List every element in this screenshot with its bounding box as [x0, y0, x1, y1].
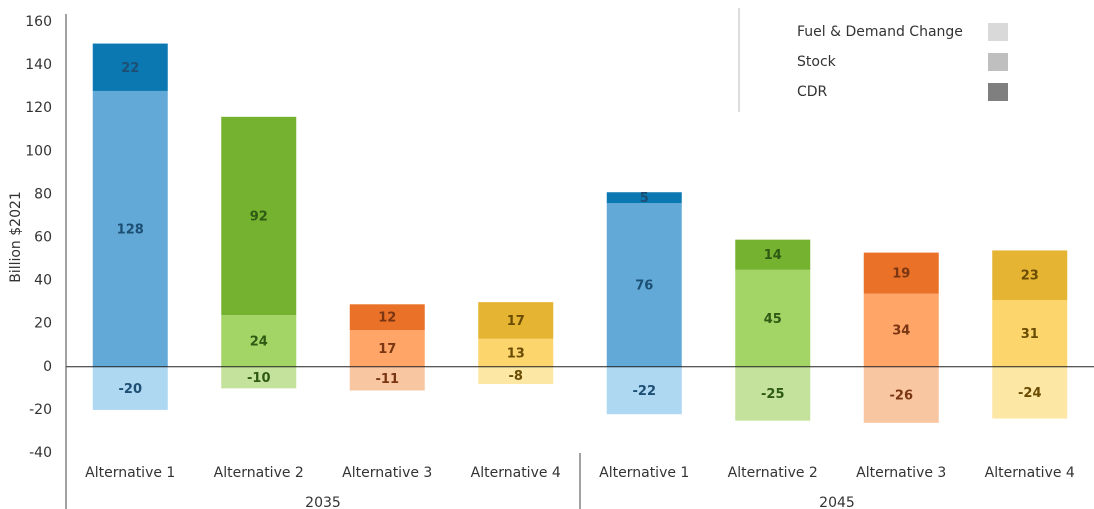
data-label: 23 [1021, 269, 1039, 284]
bar-segment [735, 269, 811, 367]
y-tick-label: -20 [29, 402, 52, 418]
bar-segment [221, 116, 297, 316]
bar-segment [221, 315, 297, 367]
bar-segment [863, 366, 939, 423]
bar-segment [992, 250, 1068, 300]
y-tick-label: 100 [25, 143, 52, 159]
data-label: 45 [764, 312, 782, 327]
x-tick-label: Alternative 1 [85, 465, 175, 481]
bar-segment [349, 330, 425, 367]
data-label: 12 [378, 311, 396, 326]
y-tick-label: 140 [25, 57, 52, 73]
group-label: 2035 [305, 495, 341, 509]
data-label: 19 [892, 267, 910, 282]
data-label: -25 [761, 387, 785, 402]
data-label: -8 [509, 369, 523, 384]
legend-swatch [988, 23, 1008, 41]
bar-segment [606, 203, 682, 367]
data-label: 128 [117, 222, 144, 237]
bar-segment [349, 304, 425, 331]
y-tick-label: 160 [25, 14, 52, 30]
bar-segment [863, 252, 939, 294]
group-label: 2045 [819, 495, 855, 509]
data-label: 17 [378, 342, 396, 357]
legend-swatch [988, 83, 1008, 101]
bar-segment [478, 302, 554, 339]
y-tick-label: 40 [34, 273, 52, 289]
bar-segment [92, 366, 168, 410]
y-tick-label: -40 [29, 445, 52, 461]
bar-segment [735, 239, 811, 270]
bar-segment [606, 192, 682, 204]
data-label: -24 [1018, 386, 1042, 401]
data-label: -22 [633, 384, 657, 399]
data-label: 31 [1021, 327, 1039, 342]
legend-label: Fuel & Demand Change [797, 24, 963, 40]
legend-swatch [988, 53, 1008, 71]
bar-segment [992, 299, 1068, 367]
bar-segment [863, 293, 939, 367]
bar-segment [992, 366, 1068, 419]
data-label: -20 [119, 382, 143, 397]
bar-segment [478, 366, 554, 385]
bar-segment [478, 338, 554, 367]
x-tick-label: Alternative 1 [599, 465, 689, 481]
x-tick-label: Alternative 2 [728, 465, 818, 481]
y-tick-label: 120 [25, 100, 52, 116]
bar-segment [92, 90, 168, 367]
y-tick-label: 0 [43, 359, 52, 375]
data-label: 14 [764, 248, 782, 263]
data-label: 92 [250, 209, 268, 224]
data-label: 5 [640, 191, 649, 206]
x-tick-label: Alternative 3 [342, 465, 432, 481]
y-axis-label: Billion $2021 [8, 191, 24, 283]
data-label: -11 [376, 372, 400, 387]
bar-segment [92, 43, 168, 91]
data-label: 34 [892, 324, 910, 339]
bar-segment [349, 366, 425, 391]
y-tick-label: 60 [34, 230, 52, 246]
y-tick-label: 20 [34, 316, 52, 332]
x-tick-label: Alternative 3 [856, 465, 946, 481]
bar-segment [606, 366, 682, 415]
legend-label: Stock [797, 54, 837, 70]
data-label: -26 [890, 388, 914, 403]
data-label: -10 [247, 371, 271, 386]
bar-segment [735, 366, 811, 421]
data-label: 13 [507, 346, 525, 361]
data-label: 24 [250, 334, 268, 349]
data-label: 22 [121, 61, 139, 76]
data-label: 17 [507, 314, 525, 329]
legend-label: CDR [797, 84, 828, 100]
x-tick-label: Alternative 4 [471, 465, 561, 481]
x-tick-label: Alternative 4 [985, 465, 1075, 481]
x-tick-label: Alternative 2 [214, 465, 304, 481]
bar-segment [221, 366, 297, 389]
data-label: 76 [635, 278, 653, 293]
y-tick-label: 80 [34, 186, 52, 202]
